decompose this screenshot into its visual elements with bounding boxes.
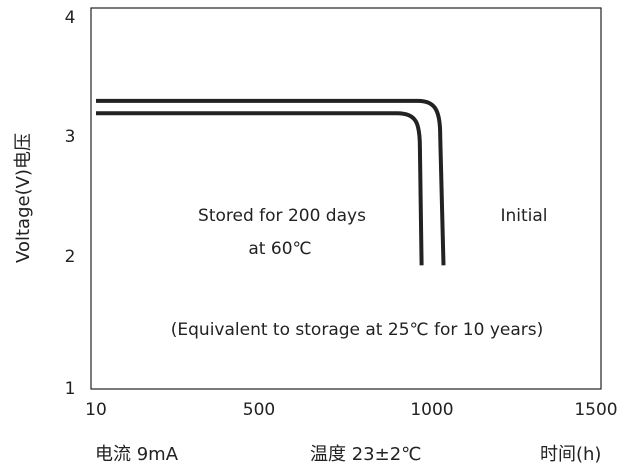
y-tick-label: 3	[65, 127, 76, 147]
series-line-stored	[96, 111, 424, 266]
series-line-initial	[96, 98, 446, 266]
y-tick-label: 2	[65, 247, 76, 267]
x-tick-label: 10	[85, 400, 107, 420]
footer-time: 时间(h)	[540, 444, 602, 465]
annotation-stored-line1: Stored for 200 days	[198, 206, 366, 226]
x-tick-label: 500	[243, 400, 275, 420]
x-tick-label: 1000	[410, 400, 453, 420]
annotation-initial: Initial	[500, 206, 547, 226]
annotation-stored-line2: at 60℃	[248, 239, 311, 259]
y-axis-title: Voltage(V)电压	[13, 133, 34, 263]
footer-current: 电流 9mA	[95, 444, 179, 465]
annotation-equivalent: (Equivalent to storage at 25℃ for 10 yea…	[171, 320, 543, 340]
y-tick-label: 1	[65, 379, 76, 399]
footer-temperature: 温度 23±2℃	[310, 444, 422, 465]
x-tick-label: 1500	[574, 400, 617, 420]
plot-frame	[90, 7, 602, 390]
y-tick-label: 4	[65, 8, 76, 28]
x-ticks: 10 500 1000 1500	[85, 400, 617, 420]
y-ticks: 1 2 3 4	[65, 8, 76, 399]
